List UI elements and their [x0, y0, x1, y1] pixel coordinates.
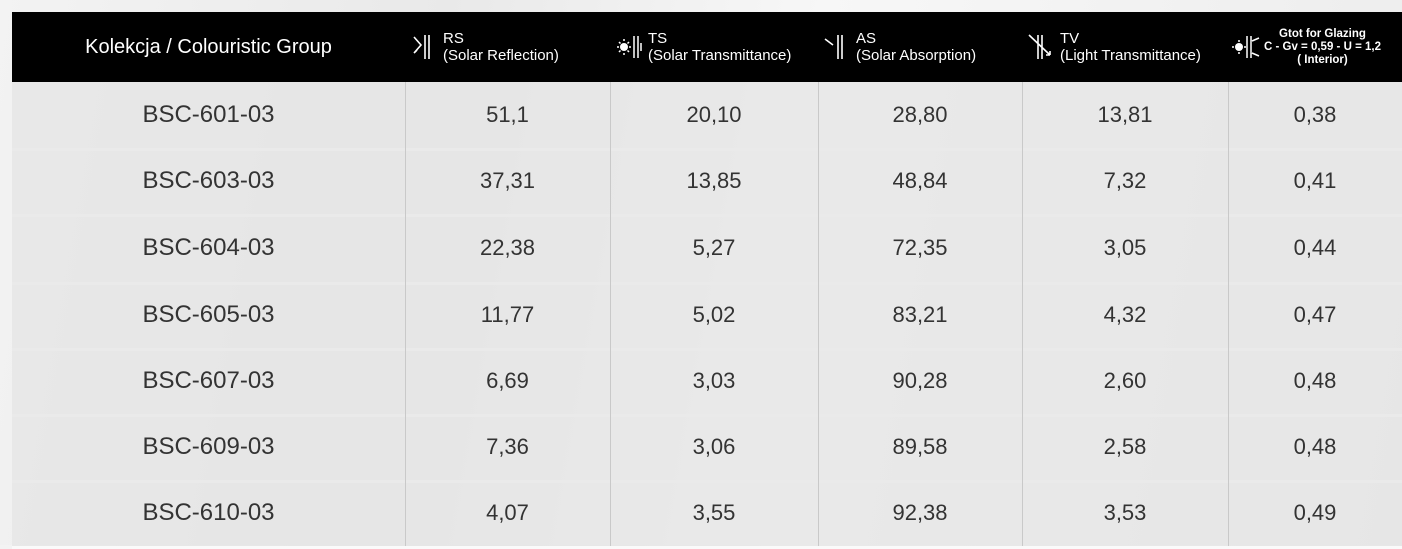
- table-cell: BSC-607-03: [12, 348, 406, 417]
- header-line: (Solar Reflection): [443, 47, 559, 64]
- header-line: AS: [856, 30, 877, 47]
- table-cell: 20,10: [610, 82, 819, 151]
- table-cell: 11,77: [405, 282, 611, 351]
- table-cell: BSC-609-03: [12, 414, 406, 483]
- header-cell: TS (Solar Transmittance): [610, 12, 824, 82]
- table-cell: 51,1: [405, 82, 611, 151]
- header-icon: [1232, 36, 1260, 58]
- header-line: Gtot for Glazing: [1279, 27, 1366, 40]
- table-cell: 4,32: [1022, 282, 1229, 351]
- table-cell: BSC-610-03: [12, 480, 406, 549]
- header-cell: Kolekcja / Colouristic Group: [12, 12, 405, 82]
- header-icon: [617, 36, 642, 58]
- table-cell: 3,06: [610, 414, 819, 483]
- table-cell: 13,85: [610, 148, 819, 217]
- header-band: [12, 12, 1402, 82]
- table-cell: 2,58: [1022, 414, 1229, 483]
- header-text: Gtot for Glazing C - Gv = 0,59 - U = 1,2(…: [1264, 28, 1381, 67]
- table-cell: 28,80: [818, 82, 1023, 151]
- header-cell: Gtot for Glazing C - Gv = 0,59 - U = 1,2(…: [1228, 12, 1402, 82]
- header-text: TS (Solar Transmittance): [648, 30, 791, 64]
- table-cell: 90,28: [818, 348, 1023, 417]
- header-line: (Solar Transmittance): [648, 47, 792, 64]
- table-cell: BSC-605-03: [12, 282, 406, 351]
- table-cell: 3,05: [1022, 214, 1229, 285]
- header-cell: TV (Light Transmittance): [1022, 12, 1234, 82]
- table-cell: 0,48: [1228, 414, 1402, 483]
- table-cell: 72,35: [818, 214, 1023, 285]
- table-cell: 48,84: [818, 148, 1023, 217]
- table-cell: BSC-604-03: [12, 214, 406, 285]
- header-text: TV (Light Transmittance): [1060, 30, 1201, 64]
- table-cell: 7,36: [405, 414, 611, 483]
- table-cell: 3,55: [610, 480, 819, 549]
- table-cell: 7,32: [1022, 148, 1229, 217]
- table-cell: 0,38: [1228, 82, 1402, 151]
- header-cell: RS (Solar Reflection): [405, 12, 616, 82]
- table-cell: 0,47: [1228, 282, 1402, 351]
- header-line: RS: [443, 30, 464, 47]
- table-cell: 22,38: [405, 214, 611, 285]
- table-cell: 92,38: [818, 480, 1023, 549]
- header-line: TV: [1060, 30, 1080, 47]
- table-cell: 0,49: [1228, 480, 1402, 549]
- header-text: RS (Solar Reflection): [443, 30, 559, 64]
- header-line: TS: [648, 30, 668, 47]
- table-cell: 5,02: [610, 282, 819, 351]
- table-cell: 4,07: [405, 480, 611, 549]
- table-cell: 0,48: [1228, 348, 1402, 417]
- header-line: (Light Transmittance): [1060, 47, 1201, 64]
- header-text: Kolekcja / Colouristic Group: [85, 35, 332, 58]
- header-line: Kolekcja / Colouristic Group: [85, 35, 332, 58]
- header-icon: [824, 35, 843, 59]
- table-cell: 3,53: [1022, 480, 1229, 549]
- table-cell: 37,31: [405, 148, 611, 217]
- table-cell: 0,44: [1228, 214, 1402, 285]
- header-icon: [1028, 34, 1051, 59]
- table-cell: 5,27: [610, 214, 819, 285]
- header-line: ( Interior): [1297, 53, 1348, 66]
- table-cell: 6,69: [405, 348, 611, 417]
- table-cell: 13,81: [1022, 82, 1229, 151]
- table-cell: 89,58: [818, 414, 1023, 483]
- table-cell: 3,03: [610, 348, 819, 417]
- header-cell: AS (Solar Absorption): [818, 12, 1028, 82]
- table-cell: 83,21: [818, 282, 1023, 351]
- header-line: C - Gv = 0,59 - U = 1,2: [1264, 40, 1381, 53]
- header-text: AS (Solar Absorption): [856, 30, 976, 64]
- table-cell: 2,60: [1022, 348, 1229, 417]
- header-icon: [413, 35, 430, 59]
- table-cell: 0,41: [1228, 148, 1402, 217]
- header-line: (Solar Absorption): [856, 47, 977, 64]
- table-cell: BSC-603-03: [12, 148, 406, 217]
- table-cell: BSC-601-03: [12, 82, 406, 151]
